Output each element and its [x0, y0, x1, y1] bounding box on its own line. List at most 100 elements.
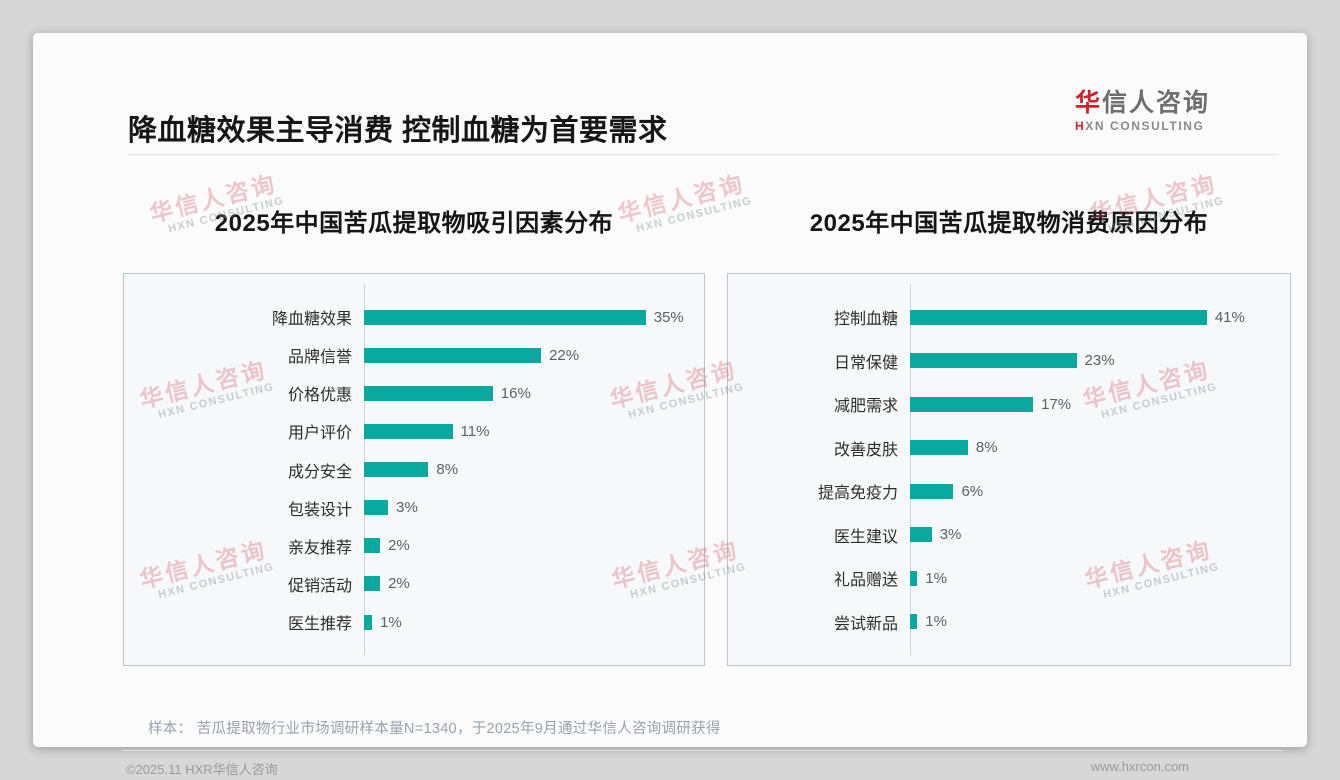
bar-plot-area: 16%: [364, 383, 686, 403]
category-label: 尝试新品: [833, 615, 898, 633]
bar: [364, 385, 493, 401]
chart-row: 用户评价 11%: [124, 421, 686, 443]
category-label: 价格优惠: [287, 387, 352, 405]
left-chart-title: 2025年中国苦瓜提取物吸引因素分布: [214, 210, 614, 237]
bar: [910, 527, 932, 543]
value-label: 3%: [396, 499, 418, 517]
bar: [364, 538, 381, 554]
bar-plot-area: 3%: [910, 525, 1272, 545]
bar: [910, 396, 1034, 412]
attraction-factors-chart-panel: 降血糖效果 35% 品牌信誉 22% 价格优惠 16% 用户评价 11% 成分安全 8% 包装设计 3…: [123, 273, 705, 666]
bar: [910, 483, 954, 499]
bar: [364, 309, 646, 325]
value-label: 2%: [388, 537, 410, 555]
bar: [364, 500, 389, 516]
category-label: 促销活动: [287, 577, 352, 595]
value-label: 1%: [380, 613, 402, 631]
value-label: 6%: [961, 482, 984, 500]
category-label: 亲友推荐: [287, 539, 352, 557]
bar-plot-area: 22%: [364, 345, 686, 365]
value-label: 1%: [925, 569, 947, 587]
slide-card: 降血糖效果主导消费 控制血糖为首要需求 华信人咨询 HXN CONSULTING…: [33, 33, 1307, 777]
company-logo: 华信人咨询 HXN CONSULTING: [1075, 89, 1210, 133]
chart-rows: 降血糖效果 35% 品牌信誉 22% 价格优惠 16% 用户评价 11% 成分安全 8% 包装设计 3…: [124, 274, 704, 665]
chart-row: 改善皮肤 8%: [728, 438, 1272, 459]
header-divider: [128, 154, 1278, 155]
value-label: 11%: [460, 422, 490, 440]
chart-row: 减肥需求 17%: [728, 394, 1272, 416]
bar-plot-area: 41%: [910, 307, 1272, 327]
value-label: 35%: [653, 308, 684, 326]
chart-row: 医生建议 3%: [728, 525, 1272, 546]
chart-row: 品牌信誉 22%: [124, 345, 686, 367]
logo-chinese-text: 华信人咨询: [1074, 89, 1210, 117]
bar: [364, 423, 453, 439]
value-label: 23%: [1084, 352, 1115, 370]
bar-plot-area: 1%: [364, 612, 686, 632]
chart-row: 控制血糖 41%: [728, 307, 1272, 329]
value-label: 8%: [436, 461, 459, 478]
chart-row: 提高免疫力 6%: [728, 481, 1272, 503]
value-label: 16%: [500, 384, 531, 402]
footer-website: www.hxrcon.com: [1090, 759, 1189, 774]
bar: [364, 576, 381, 592]
chart-row: 包装设计 3%: [124, 498, 686, 519]
bar-plot-area: 1%: [910, 568, 1272, 588]
chart-row: 促销活动 2%: [124, 574, 686, 595]
bar: [910, 614, 918, 630]
value-label: 8%: [975, 439, 998, 457]
chart-row: 降血糖效果 35%: [124, 307, 686, 329]
category-label: 减肥需求: [833, 398, 898, 416]
category-label: 提高免疫力: [817, 485, 898, 503]
footer-divider: [123, 750, 1283, 751]
bar-plot-area: 1%: [910, 612, 1272, 632]
bar: [910, 309, 1207, 325]
bar: [910, 353, 1077, 369]
value-label: 2%: [388, 575, 410, 593]
bar: [364, 614, 373, 630]
category-label: 用户评价: [287, 425, 352, 443]
chart-row: 价格优惠 16%: [124, 383, 686, 405]
value-label: 3%: [939, 526, 962, 544]
bar: [364, 347, 542, 363]
category-label: 品牌信誉: [287, 349, 352, 367]
bar-plot-area: 11%: [364, 421, 686, 441]
category-label: 医生推荐: [287, 616, 352, 633]
value-label: 17%: [1041, 395, 1072, 413]
value-label: 1%: [925, 613, 947, 631]
category-label: 包装设计: [287, 501, 352, 519]
chart-row: 日常保健 23%: [728, 351, 1272, 372]
bar-plot-area: 17%: [910, 394, 1272, 414]
bar-plot-area: 2%: [364, 536, 686, 556]
right-chart-title: 2025年中国苦瓜提取物消费原因分布: [809, 210, 1209, 237]
bar: [910, 440, 968, 456]
footer-copyright: ©2025.11 HXR华信人咨询: [126, 762, 278, 777]
bar-plot-area: 3%: [364, 498, 686, 518]
bar: [364, 462, 429, 477]
chart-row: 医生推荐 1%: [124, 612, 686, 634]
bar-plot-area: 2%: [364, 574, 686, 594]
sample-footnote: 样本： 苦瓜提取物行业市场调研样本量N=1340，于2025年9月通过华信人咨询…: [148, 721, 721, 737]
category-label: 医生建议: [833, 528, 898, 546]
bar-plot-area: 8%: [910, 438, 1272, 458]
category-label: 日常保健: [833, 354, 898, 372]
bar-plot-area: 35%: [364, 307, 686, 327]
bar-plot-area: 23%: [910, 351, 1272, 371]
value-label: 41%: [1214, 308, 1245, 326]
chart-row: 礼品赠送 1%: [728, 568, 1272, 590]
category-label: 礼品赠送: [833, 572, 898, 590]
chart-rows: 控制血糖 41% 日常保健 23% 减肥需求 17% 改善皮肤 8% 提高免疫力 6% 医生建议 3%…: [728, 274, 1290, 665]
y-axis-line: [910, 284, 911, 655]
category-label: 成分安全: [287, 463, 352, 481]
value-label: 22%: [549, 346, 580, 364]
category-label: 降血糖效果: [271, 311, 352, 328]
chart-row: 成分安全 8%: [124, 460, 686, 481]
page-title: 降血糖效果主导消费 控制血糖为首要需求: [128, 115, 668, 147]
category-label: 改善皮肤: [833, 441, 898, 459]
bar-plot-area: 8%: [364, 460, 686, 480]
chart-row: 亲友推荐 2%: [124, 536, 686, 557]
category-label: 控制血糖: [833, 311, 898, 328]
logo-english-text: HXN CONSULTING: [1074, 118, 1205, 133]
consumption-reasons-chart-panel: 控制血糖 41% 日常保健 23% 减肥需求 17% 改善皮肤 8% 提高免疫力 6% 医生建议 3%…: [727, 273, 1291, 666]
bar-plot-area: 6%: [910, 481, 1272, 501]
